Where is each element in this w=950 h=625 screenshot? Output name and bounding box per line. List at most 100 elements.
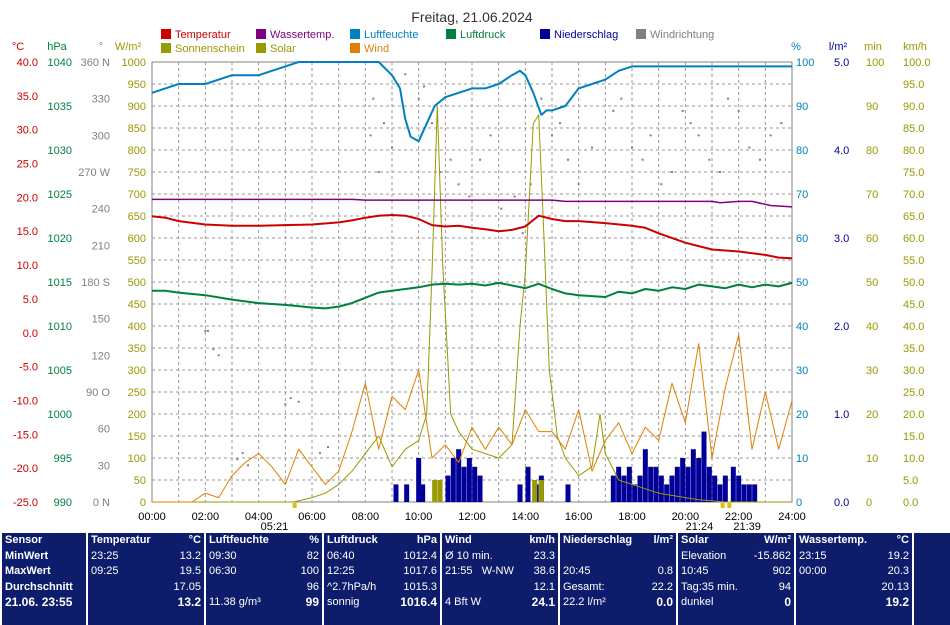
legend-label-0: Temperatur bbox=[175, 29, 231, 41]
windrichtung-point-47 bbox=[697, 134, 700, 137]
niederschlag-bar-11 bbox=[517, 484, 523, 502]
legend-label-7: Solar bbox=[270, 43, 296, 55]
niederschlag-bar-12 bbox=[525, 466, 531, 502]
axis-5-tick-5: 0.0 bbox=[834, 497, 849, 509]
water-max-time: 00:00 bbox=[799, 565, 827, 577]
axis-2-tick-4: 240 bbox=[92, 204, 110, 216]
axis-5-tick-1: 4.0 bbox=[834, 145, 849, 157]
x-tick-8: 16:00 bbox=[565, 511, 593, 523]
niederschlag-bar-34 bbox=[706, 466, 712, 502]
axis-7-tick-18: 10.0 bbox=[903, 453, 924, 465]
rain-current: 0.0 bbox=[656, 595, 673, 609]
windrichtung-point-46 bbox=[689, 122, 692, 125]
pressure-forecast: sonnig bbox=[327, 596, 360, 608]
axis-2-unit: ° bbox=[99, 41, 103, 53]
windrichtung-point-35 bbox=[567, 158, 569, 161]
axis-0-tick-6: 10.0 bbox=[17, 260, 38, 272]
x-tick-7: 14:00 bbox=[512, 511, 540, 523]
windrichtung-point-50 bbox=[727, 97, 729, 100]
legend-label-5: Windrichtung bbox=[650, 29, 714, 41]
axis-3-tick-16: 200 bbox=[128, 409, 146, 421]
wind-max-direction: W-NW bbox=[481, 565, 514, 577]
niederschlag-bar-29 bbox=[680, 458, 686, 502]
windrichtung-point-24 bbox=[457, 183, 460, 186]
rain-title: Niederschlag bbox=[563, 534, 633, 546]
windrichtung-point-16 bbox=[383, 122, 385, 125]
axis-1-tick-10: 990 bbox=[54, 497, 72, 509]
pressure-trend: ^2.7hPa/h bbox=[327, 580, 377, 593]
windrichtung-point-33 bbox=[551, 134, 553, 137]
axis-2-tick-8: 120 bbox=[92, 350, 110, 362]
legend-swatch-4 bbox=[540, 29, 550, 39]
windrichtung-point-21 bbox=[431, 122, 433, 125]
temperature-min: 13.2 bbox=[179, 549, 201, 562]
axis-5-unit: l/m² bbox=[829, 41, 848, 53]
pressure-min-time: 06:40 bbox=[327, 549, 355, 562]
windrichtung-point-11 bbox=[327, 446, 329, 448]
stats-temperature-panel: Temperatur °C 23:25 13.2 09:25 19.5 17.05 1… bbox=[88, 533, 204, 625]
windrichtung-point-55 bbox=[780, 122, 783, 125]
axis-4-tick-8: 20 bbox=[796, 409, 808, 421]
windrichtung-point-6 bbox=[247, 464, 249, 467]
axis-3-tick-8: 600 bbox=[128, 233, 146, 245]
axis-3-tick-10: 500 bbox=[128, 277, 146, 289]
axis-1-tick-6: 1010 bbox=[48, 321, 72, 333]
luftdruck-line bbox=[152, 281, 793, 310]
windrichtung-point-39 bbox=[620, 97, 623, 100]
legend-swatch-2 bbox=[350, 29, 360, 39]
axis-0-tick-1: 35.0 bbox=[17, 91, 38, 103]
axis-3-tick-2: 900 bbox=[128, 101, 146, 113]
wind-avg10: 23.3 bbox=[533, 549, 555, 562]
x-tick-11: 22:00 bbox=[725, 511, 753, 523]
niederschlag-bar-31 bbox=[690, 449, 696, 502]
axis-3-tick-6: 700 bbox=[128, 189, 146, 201]
axis-7-tick-5: 75.0 bbox=[903, 167, 924, 179]
x-axis: 00:00 02:00 04:00 06:00 08:00 10:00 12:00 14:00… bbox=[138, 503, 806, 533]
humidity-unit: % bbox=[309, 534, 319, 546]
niederschlag-bar-23 bbox=[648, 466, 654, 502]
axis-7-tick-14: 30.0 bbox=[903, 365, 924, 377]
axis-4-tick-10: 0 bbox=[796, 497, 802, 509]
windrichtung-point-20 bbox=[423, 85, 425, 88]
legend-label-1: Wassertemp. bbox=[270, 29, 334, 41]
axis-7-tick-15: 25.0 bbox=[903, 387, 924, 399]
legend-label-8: Wind bbox=[364, 43, 389, 55]
legend-swatch-1 bbox=[256, 29, 266, 39]
niederschlag-bar-32 bbox=[696, 458, 702, 502]
axis-7-tick-20: 0.0 bbox=[903, 497, 918, 509]
axis-3-tick-5: 750 bbox=[128, 167, 146, 179]
wassertemp-line bbox=[152, 198, 793, 208]
axis-6-tick-4: 60 bbox=[866, 233, 878, 245]
windrichtung-point-18 bbox=[404, 73, 407, 76]
niederschlag-bar-20 bbox=[632, 484, 638, 502]
niederschlag-bar-3 bbox=[420, 484, 426, 502]
niederschlag-bar-27 bbox=[669, 475, 675, 502]
axis-5-tick-4: 1.0 bbox=[834, 409, 849, 421]
axis-0-tick-2: 30.0 bbox=[17, 125, 38, 137]
axis-6-tick-2: 80 bbox=[866, 145, 878, 157]
axis-6-tick-9: 10 bbox=[866, 453, 878, 465]
niederschlag-bar-17 bbox=[616, 466, 622, 502]
axis-7-tick-9: 55.0 bbox=[903, 255, 924, 267]
axis-4-tick-3: 70 bbox=[796, 189, 808, 201]
axis-2-tick-6: 180 S bbox=[81, 277, 110, 289]
windrichtung-point-0 bbox=[204, 329, 207, 332]
axis-2-tick-5: 210 bbox=[92, 240, 110, 252]
axis-2-tick-10: 60 bbox=[98, 424, 110, 436]
temperature-title: Temperatur bbox=[91, 534, 151, 546]
humidity-current: 99 bbox=[305, 595, 319, 609]
water-min: 19.2 bbox=[887, 549, 909, 562]
x-tick-6: 12:00 bbox=[458, 511, 486, 523]
axis-7-tick-16: 20.0 bbox=[903, 409, 924, 421]
axis-0-tick-0: 40.0 bbox=[17, 57, 38, 69]
axis-3-tick-17: 150 bbox=[128, 431, 146, 443]
stats-humidity-panel: Luftfeuchte% 09:30 82 06:30 100 96 11.38 g… bbox=[206, 533, 322, 625]
axis-0-tick-3: 25.0 bbox=[17, 159, 38, 171]
niederschlag-bar-9 bbox=[472, 466, 478, 502]
humidity-max-time: 06:30 bbox=[209, 565, 237, 577]
windrichtung-point-9 bbox=[297, 400, 300, 403]
axis-0-tick-4: 20.0 bbox=[17, 192, 38, 204]
axes-group: 40.0 35.0 30.0 25.0 20.0 15.0 10.0 5.0 0.0 -5.0 -1… bbox=[12, 41, 931, 509]
niederschlag-bar-37 bbox=[722, 475, 728, 502]
sonnenschein-bar-0 bbox=[432, 480, 438, 502]
